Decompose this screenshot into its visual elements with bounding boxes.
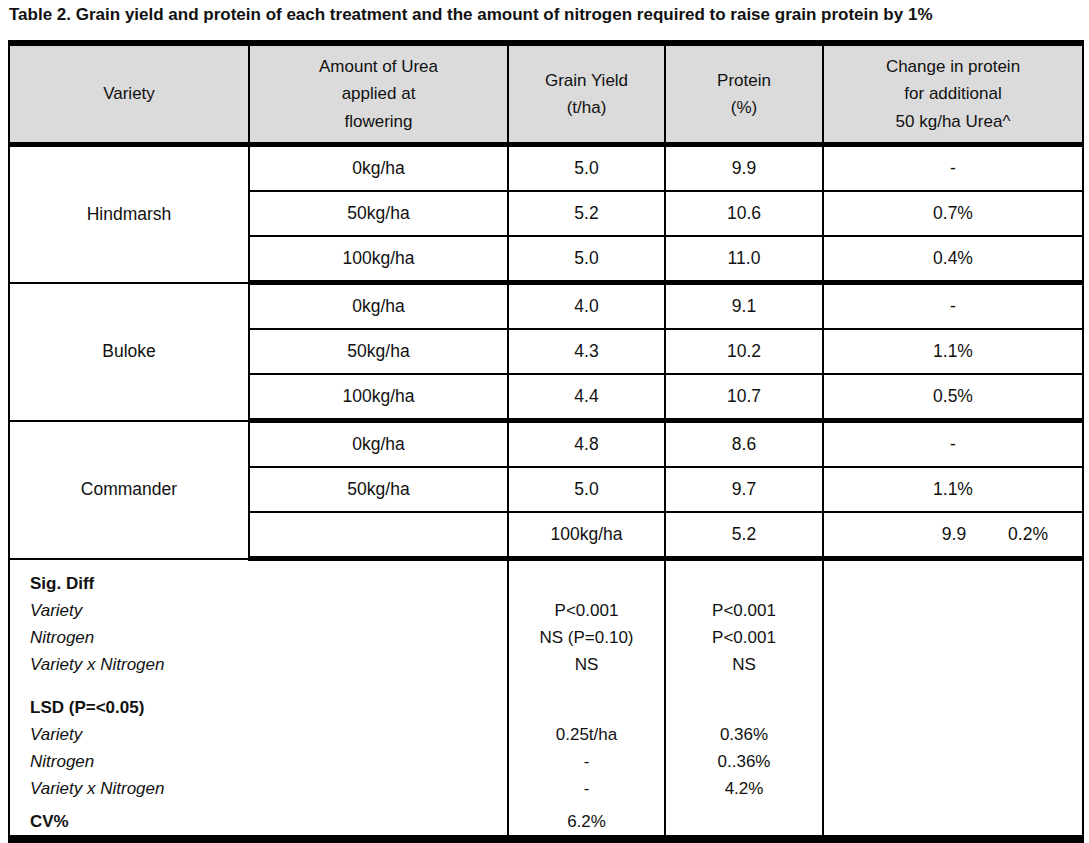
protein-cell: 11.0: [665, 236, 823, 283]
yield-cell: 100kg/ha: [508, 512, 665, 559]
stats-yield-cell: P<0.001 NS (P=0.10) NS 0.25t/ha - - 6.2%: [508, 559, 665, 840]
change-cell: 1.1%: [823, 329, 1083, 374]
variety-label: Variety: [30, 721, 507, 748]
group-commander: Commander 0kg/ha 4.8 8.6 - 50kg/ha 5.0 9…: [9, 421, 1083, 559]
sig-protein-nitrogen: P<0.001: [666, 624, 822, 651]
col-header-urea: Amount of Urea applied at flowering: [249, 43, 508, 145]
table-header: Variety Amount of Urea applied at flower…: [9, 43, 1083, 145]
variety-x-nitrogen-label: Variety x Nitrogen: [30, 651, 507, 678]
nitrogen-label: Nitrogen: [30, 624, 507, 651]
col-header-variety: Variety: [9, 43, 249, 145]
sig-protein-vxn: NS: [666, 651, 822, 678]
sig-yield-vxn: NS: [509, 651, 664, 678]
header-row: Variety Amount of Urea applied at flower…: [9, 43, 1083, 145]
shifted-change-value: 0.2%: [1008, 524, 1048, 545]
cv-label: CV%: [30, 808, 507, 835]
change-cell: 0.5%: [823, 374, 1083, 421]
stats-change-cell-empty: [823, 559, 1083, 840]
urea-cell: [249, 512, 508, 559]
change-cell: -: [823, 421, 1083, 468]
cv-protein-value: [666, 808, 822, 835]
col-header-protein: Protein (%): [665, 43, 823, 145]
urea-cell: 50kg/ha: [249, 191, 508, 236]
shifted-protein-value: 9.9: [942, 524, 966, 545]
protein-cell: 10.6: [665, 191, 823, 236]
urea-cell: 0kg/ha: [249, 421, 508, 468]
change-cell: -: [823, 145, 1083, 192]
table-caption: Table 2. Grain yield and protein of each…: [9, 5, 933, 25]
variety-x-nitrogen-label: Variety x Nitrogen: [30, 775, 507, 802]
variety-name-hindmarsh: Hindmarsh: [9, 145, 249, 283]
stats-row: Sig. Diff Variety Nitrogen Variety x Nit…: [9, 559, 1083, 840]
urea-cell: 100kg/ha: [249, 236, 508, 283]
col-header-change: Change in protein for additional 50 kg/h…: [823, 43, 1083, 145]
urea-cell: 100kg/ha: [249, 374, 508, 421]
stats-footer: Sig. Diff Variety Nitrogen Variety x Nit…: [9, 559, 1083, 840]
yield-cell: 5.0: [508, 236, 665, 283]
protein-cell: 5.2: [665, 512, 823, 559]
sig-diff-label: Sig. Diff: [30, 570, 507, 597]
yield-cell: 4.4: [508, 374, 665, 421]
variety-name-commander: Commander: [9, 421, 249, 559]
group-hindmarsh: Hindmarsh 0kg/ha 5.0 9.9 - 50kg/ha 5.2 1…: [9, 145, 1083, 283]
yield-cell: 4.8: [508, 421, 665, 468]
grain-yield-table: Variety Amount of Urea applied at flower…: [8, 40, 1084, 843]
variety-name-buloke: Buloke: [9, 283, 249, 421]
yield-cell: 5.0: [508, 467, 665, 512]
stats-protein-cell: P<0.001 P<0.001 NS 0.36% 0..36% 4.2%: [665, 559, 823, 840]
protein-cell: 10.2: [665, 329, 823, 374]
lsd-label: LSD (P=<0.05): [30, 694, 507, 721]
lsd-protein-vxn: 4.2%: [666, 775, 822, 802]
lsd-yield-vxn: -: [509, 775, 664, 802]
sig-yield-nitrogen: NS (P=0.10): [509, 624, 664, 651]
yield-cell: 4.3: [508, 329, 665, 374]
protein-cell: 9.1: [665, 283, 823, 330]
urea-cell: 50kg/ha: [249, 329, 508, 374]
change-cell: 0.7%: [823, 191, 1083, 236]
lsd-yield-variety: 0.25t/ha: [509, 721, 664, 748]
change-cell-split: 9.9 0.2%: [823, 512, 1083, 559]
table-row: Commander 0kg/ha 4.8 8.6 -: [9, 421, 1083, 468]
col-header-grain-yield: Grain Yield (t/ha): [508, 43, 665, 145]
group-buloke: Buloke 0kg/ha 4.0 9.1 - 50kg/ha 4.3 10.2…: [9, 283, 1083, 421]
yield-cell: 5.2: [508, 191, 665, 236]
table-row: Buloke 0kg/ha 4.0 9.1 -: [9, 283, 1083, 330]
protein-cell: 10.7: [665, 374, 823, 421]
change-cell: 1.1%: [823, 467, 1083, 512]
lsd-protein-variety: 0.36%: [666, 721, 822, 748]
sig-yield-variety: P<0.001: [509, 597, 664, 624]
protein-cell: 8.6: [665, 421, 823, 468]
change-cell: -: [823, 283, 1083, 330]
stats-labels-cell: Sig. Diff Variety Nitrogen Variety x Nit…: [9, 559, 508, 840]
yield-cell: 5.0: [508, 145, 665, 192]
nitrogen-label: Nitrogen: [30, 748, 507, 775]
change-cell: 0.4%: [823, 236, 1083, 283]
urea-cell: 0kg/ha: [249, 283, 508, 330]
lsd-yield-nitrogen: -: [509, 748, 664, 775]
sig-protein-variety: P<0.001: [666, 597, 822, 624]
yield-cell: 4.0: [508, 283, 665, 330]
table-row: Hindmarsh 0kg/ha 5.0 9.9 -: [9, 145, 1083, 192]
urea-cell: 0kg/ha: [249, 145, 508, 192]
urea-cell: 50kg/ha: [249, 467, 508, 512]
lsd-protein-nitrogen: 0..36%: [666, 748, 822, 775]
variety-label: Variety: [30, 597, 507, 624]
cv-yield-value: 6.2%: [509, 808, 664, 835]
protein-cell: 9.7: [665, 467, 823, 512]
protein-cell: 9.9: [665, 145, 823, 192]
